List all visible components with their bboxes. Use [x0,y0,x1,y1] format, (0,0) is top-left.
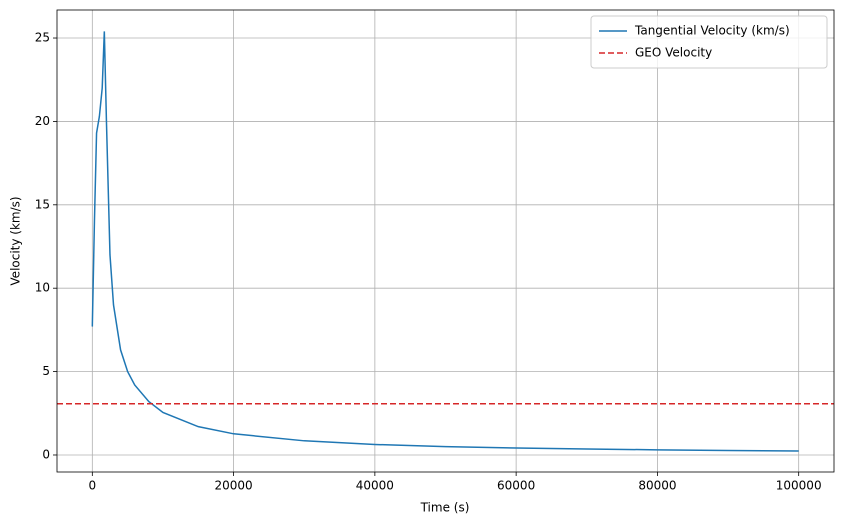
x-axis-label: Time (s) [420,501,470,515]
y-tick-label: 25 [35,31,50,45]
x-tick-label: 20000 [214,479,252,493]
x-tick-label: 0 [88,479,96,493]
plot-frame [56,9,835,473]
x-tick-label: 60000 [497,479,535,493]
x-tick-label: 40000 [356,479,394,493]
x-tick-label: 80000 [638,479,676,493]
x-tick-label: 100000 [776,479,822,493]
legend-label: Tangential Velocity (km/s) [634,24,790,38]
y-tick-label: 20 [35,114,50,128]
legend-box [590,15,828,69]
y-tick-label: 5 [42,364,50,378]
y-tick-label: 0 [42,447,50,461]
y-tick-label: 10 [35,281,50,295]
line-series [91,31,799,452]
y-axis-label: Velocity (km/s) [9,196,23,285]
legend-label: GEO Velocity [635,46,712,60]
y-tick-label: 15 [35,197,50,211]
